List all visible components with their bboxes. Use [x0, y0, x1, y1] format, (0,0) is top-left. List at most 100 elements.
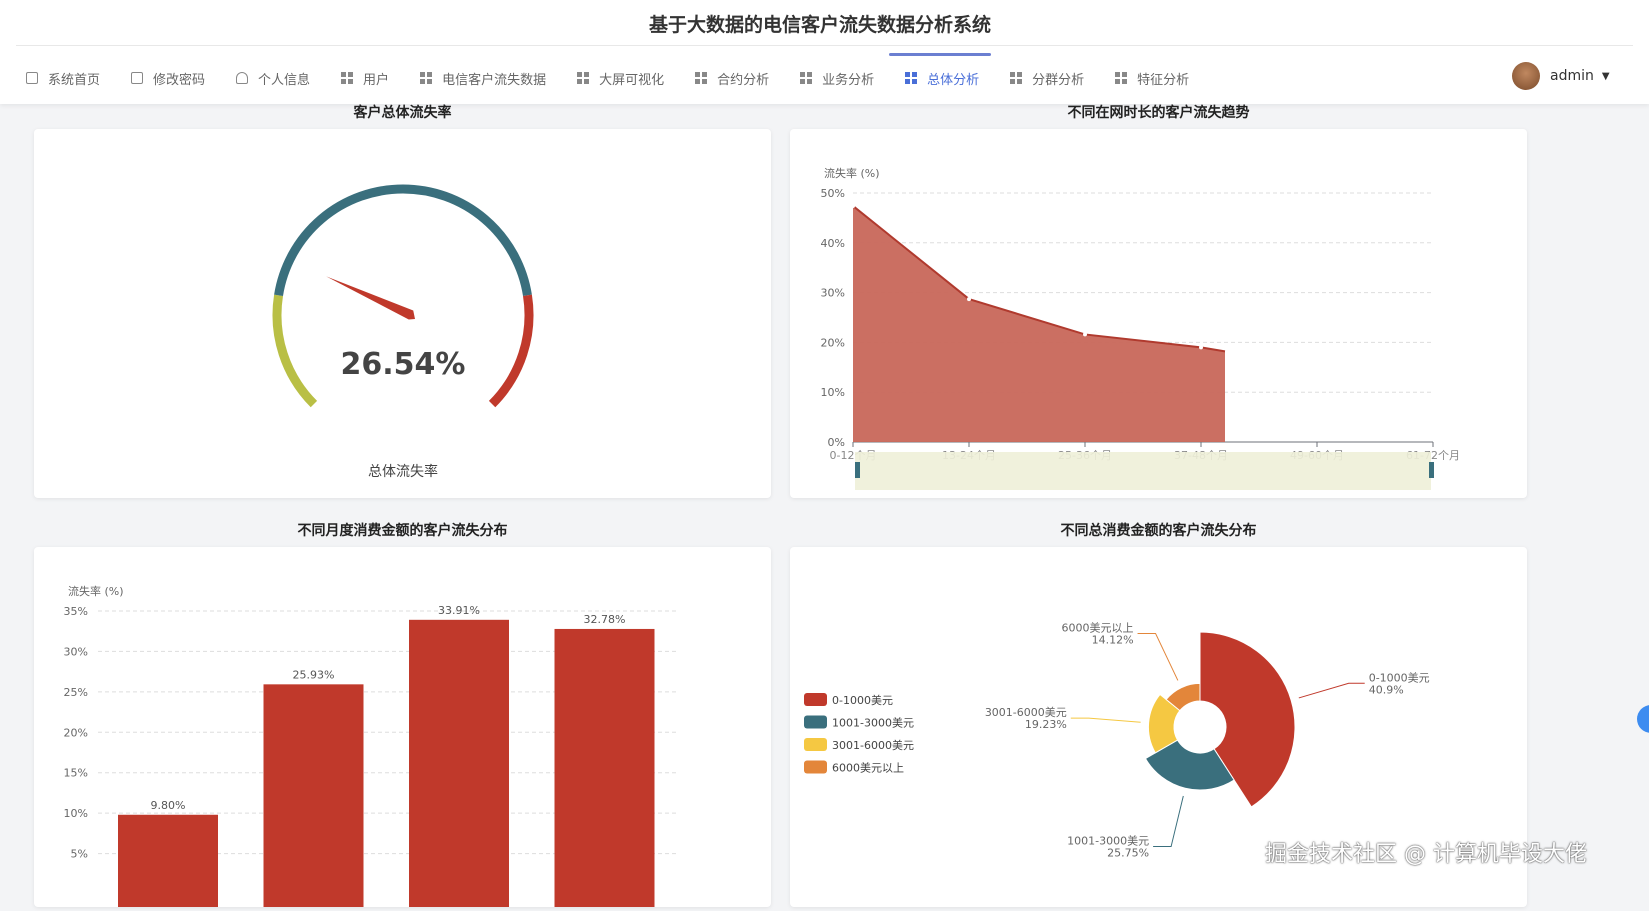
area-fill — [853, 205, 1225, 442]
data-point — [1199, 345, 1203, 350]
gauge-value: 26.54% — [341, 347, 466, 382]
bar-label: 33.91% — [438, 604, 480, 617]
monthly-bar-chart: 流失率 (%) 5% 10% 15% 20% 25% 30% 35% 9.80% 25.93% 33… — [64, 584, 676, 911]
label-line — [1137, 632, 1179, 681]
y-tick-label: 30% — [64, 645, 88, 658]
grid-icon — [800, 72, 813, 84]
y-tick-label: 40% — [821, 237, 845, 250]
page-title: 基于大数据的电信客户流失数据分析系统 — [648, 14, 991, 36]
gauge-pointer — [326, 276, 415, 320]
gauge-card: 26.54% 总体流失率 — [34, 129, 771, 498]
bar-label: 32.78% — [584, 613, 626, 626]
grid-icon — [1115, 72, 1128, 84]
bar — [409, 619, 509, 911]
user-icon — [236, 72, 249, 84]
floating-button[interactable] — [1637, 705, 1649, 733]
y-tick-label: 20% — [821, 336, 845, 349]
legend-swatch[interactable] — [804, 738, 827, 751]
gauge-title: 总体流失率 — [368, 463, 438, 480]
slice-name: 0-1000美元 — [1369, 671, 1430, 684]
rose-slice[interactable] — [1165, 682, 1201, 712]
slice-name: 6000美元以上 — [1062, 621, 1134, 634]
section-title-total: 不同总消费金额的客户流失分布 — [1060, 523, 1257, 539]
nav-item-3[interactable]: 用户 — [341, 69, 389, 88]
label-line — [1153, 795, 1184, 848]
label-line — [1298, 682, 1365, 699]
label-line — [1070, 717, 1141, 723]
legend-label: 1001-3000美元 — [832, 717, 914, 730]
datazoom-handle-right[interactable] — [1429, 462, 1434, 478]
slice-percent: 40.9% — [1369, 683, 1404, 696]
legend-swatch[interactable] — [804, 715, 827, 729]
slice-percent: 19.23% — [1025, 718, 1067, 731]
nav-item-9[interactable]: 分群分析 — [1010, 69, 1084, 88]
section-title-tenure: 不同在网时长的客户流失趋势 — [1067, 105, 1250, 121]
slice-percent: 25.75% — [1107, 847, 1149, 860]
slice-percent: 14.12% — [1092, 633, 1134, 646]
avatar[interactable] — [1512, 62, 1540, 90]
nav-label: 系统首页 — [48, 72, 101, 88]
grid-icon — [420, 72, 433, 84]
y-tick-label: 10% — [821, 386, 845, 399]
grid-icon — [905, 72, 918, 84]
nav-label: 电信客户流失数据 — [442, 72, 547, 88]
username: admin — [1550, 68, 1594, 84]
bar-label: 25.93% — [293, 668, 335, 681]
nav-label: 业务分析 — [822, 72, 875, 88]
data-point — [851, 203, 855, 208]
y-tick-label: 25% — [64, 686, 88, 699]
nav-item-1[interactable]: 修改密码 — [131, 69, 205, 88]
nav-label: 分群分析 — [1032, 72, 1085, 88]
nav-label: 合约分析 — [717, 72, 770, 88]
grid-icon — [695, 72, 708, 84]
datazoom-handle-left[interactable] — [855, 462, 860, 478]
section-title-monthly: 不同月度消费金额的客户流失分布 — [297, 523, 508, 539]
y-tick-label: 10% — [64, 807, 88, 820]
rose-slice[interactable] — [1144, 739, 1235, 791]
nav-label: 总体分析 — [927, 72, 980, 88]
nav-item-4[interactable]: 电信客户流失数据 — [420, 69, 546, 88]
gauge-band-high — [488, 294, 534, 408]
monthly-card: 流失率 (%) 5% 10% 15% 20% 25% 30% 35% 9.80% 25.93% 33… — [34, 547, 771, 911]
bar-label: 9.80% — [151, 799, 186, 812]
nav-label: 个人信息 — [258, 72, 311, 88]
legend-swatch[interactable] — [804, 693, 827, 706]
nav-item-10[interactable]: 特征分析 — [1115, 69, 1189, 88]
nav-item-7[interactable]: 业务分析 — [800, 69, 874, 88]
nav-item-5[interactable]: 大屏可视化 — [577, 69, 664, 88]
y-axis-label: 流失率 (%) — [824, 166, 880, 180]
nav-label: 大屏可视化 — [599, 72, 665, 88]
gauge-band-mid — [274, 184, 532, 296]
rose-slice[interactable] — [1147, 693, 1181, 754]
y-tick-label: 35% — [64, 605, 88, 618]
bar — [118, 814, 218, 911]
y-tick-label: 30% — [821, 287, 845, 300]
user-menu[interactable]: admin ▼ — [1512, 62, 1610, 90]
nav-item-0[interactable]: 系统首页 — [26, 69, 100, 88]
watermark: 掘金技术社区 @ 计算机毕设大佬 — [1265, 842, 1587, 867]
section-title-overall: 客户总体流失率 — [353, 105, 452, 121]
main-nav: 系统首页 修改密码 个人信息 用户 电信客户流失数据 大屏可视化 合约分析 业务分析 总体分析 分… — [26, 52, 1220, 90]
nav-item-2[interactable]: 个人信息 — [236, 69, 310, 88]
legend-label: 3001-6000美元 — [832, 739, 914, 752]
datazoom-slider — [855, 452, 1431, 490]
home-icon — [26, 72, 38, 84]
total-card: 0-1000美元 1001-3000美元 3001-6000美元 6000美元以上 0-… — [790, 547, 1527, 907]
grid-icon — [341, 72, 354, 84]
y-tick-label: 5% — [71, 848, 88, 861]
caret-down-icon[interactable]: ▼ — [1601, 70, 1610, 82]
top-bar: 基于大数据的电信客户流失数据分析系统 系统首页 修改密码 个人信息 用户 电信客户流失数… — [0, 0, 1649, 104]
nav-item-6[interactable]: 合约分析 — [695, 69, 769, 88]
nav-label: 用户 — [363, 72, 390, 88]
gauge-chart: 26.54% 总体流失率 — [272, 184, 534, 480]
y-tick-label: 0% — [828, 436, 845, 449]
nav-item-8[interactable]: 总体分析 — [889, 52, 992, 88]
nav-label: 修改密码 — [153, 72, 206, 88]
total-rose-chart: 0-1000美元 1001-3000美元 3001-6000美元 6000美元以上 0-… — [804, 621, 1430, 860]
divider — [16, 45, 1633, 46]
tenure-card: 流失率 (%)0%10%20%30%40%50%0-12个月13-24个月25-… — [790, 129, 1527, 498]
grid-icon — [1010, 72, 1023, 84]
legend-swatch[interactable] — [804, 760, 827, 774]
tenure-area-chart: 流失率 (%)0%10%20%30%40%50%0-12个月13-24个月25-… — [821, 166, 1460, 490]
slice-name: 1001-3000美元 — [1067, 835, 1149, 848]
